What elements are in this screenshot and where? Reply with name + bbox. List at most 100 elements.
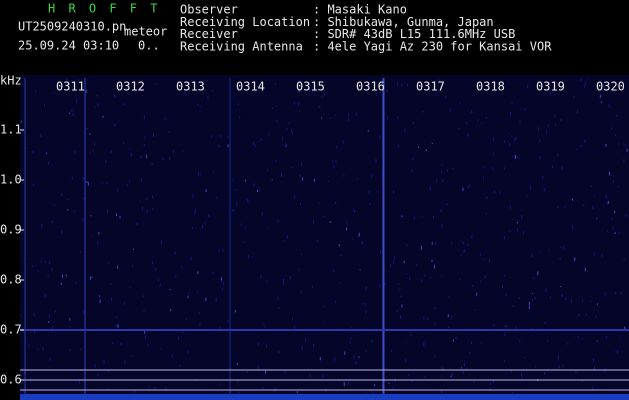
noise bbox=[580, 78, 582, 82]
noise bbox=[171, 293, 173, 296]
noise bbox=[67, 208, 69, 211]
noise bbox=[299, 110, 301, 112]
noise bbox=[481, 122, 483, 124]
noise bbox=[243, 241, 245, 244]
noise bbox=[143, 143, 145, 147]
noise bbox=[140, 178, 142, 183]
noise bbox=[611, 127, 613, 130]
noise bbox=[323, 93, 325, 96]
app-name: H R O F F T bbox=[48, 2, 160, 16]
noise bbox=[474, 309, 476, 311]
noise bbox=[85, 197, 87, 200]
field-label: Receiving Antenna bbox=[180, 39, 303, 53]
noise bbox=[611, 217, 613, 220]
noise bbox=[557, 206, 559, 208]
noise bbox=[265, 370, 267, 374]
noise bbox=[441, 375, 443, 377]
noise bbox=[594, 252, 596, 257]
noise bbox=[162, 157, 164, 160]
freq-tick-label: 0.7 bbox=[0, 323, 22, 337]
noise bbox=[208, 214, 210, 218]
noise bbox=[407, 83, 409, 87]
noise bbox=[105, 160, 107, 164]
noise bbox=[79, 250, 81, 253]
noise bbox=[387, 115, 389, 120]
noise bbox=[20, 120, 22, 123]
noise bbox=[301, 346, 303, 350]
noise bbox=[592, 386, 594, 391]
noise bbox=[78, 380, 80, 384]
noise bbox=[392, 190, 394, 194]
noise bbox=[131, 355, 133, 357]
noise bbox=[175, 275, 177, 278]
noise bbox=[399, 289, 401, 291]
noise bbox=[392, 386, 394, 391]
noise bbox=[422, 110, 424, 113]
noise bbox=[547, 124, 549, 128]
noise bbox=[577, 335, 579, 339]
noise bbox=[33, 330, 35, 334]
noise bbox=[510, 370, 512, 373]
noise bbox=[558, 364, 560, 369]
noise bbox=[129, 148, 131, 150]
noise bbox=[123, 301, 125, 305]
noise bbox=[592, 205, 594, 209]
noise bbox=[117, 188, 119, 192]
noise bbox=[204, 221, 206, 225]
noise bbox=[460, 367, 462, 369]
noise bbox=[309, 374, 311, 377]
noise bbox=[521, 372, 523, 377]
noise bbox=[355, 112, 357, 116]
noise bbox=[75, 282, 77, 285]
noise bbox=[292, 131, 294, 135]
noise bbox=[294, 325, 296, 330]
noise bbox=[212, 271, 214, 275]
noise bbox=[288, 122, 290, 125]
noise bbox=[283, 240, 285, 242]
noise bbox=[379, 78, 381, 81]
noise bbox=[227, 319, 229, 323]
noise bbox=[87, 182, 89, 186]
noise bbox=[286, 128, 288, 131]
noise bbox=[607, 201, 609, 204]
freq-tick-label: 0.6 bbox=[0, 373, 22, 387]
noise bbox=[400, 295, 402, 298]
noise bbox=[216, 196, 218, 200]
noise bbox=[319, 357, 321, 361]
noise bbox=[347, 113, 349, 117]
noise bbox=[164, 116, 166, 121]
noise bbox=[603, 86, 605, 90]
noise bbox=[618, 143, 620, 145]
noise bbox=[441, 169, 443, 174]
noise bbox=[260, 138, 262, 142]
noise bbox=[463, 250, 465, 254]
noise bbox=[336, 145, 338, 149]
noise bbox=[459, 278, 461, 281]
noise bbox=[144, 335, 146, 339]
noise bbox=[111, 297, 113, 302]
noise bbox=[379, 284, 381, 288]
noise bbox=[521, 214, 523, 219]
noise bbox=[469, 184, 471, 188]
noise bbox=[247, 254, 249, 259]
noise bbox=[215, 297, 217, 302]
noise bbox=[483, 166, 485, 168]
noise bbox=[86, 181, 88, 183]
noise bbox=[74, 210, 76, 212]
noise bbox=[431, 242, 433, 245]
noise bbox=[343, 174, 345, 177]
noise bbox=[253, 183, 255, 187]
noise bbox=[576, 148, 578, 151]
noise bbox=[284, 370, 286, 374]
noise bbox=[590, 185, 592, 187]
noise bbox=[222, 287, 224, 291]
noise bbox=[351, 327, 353, 329]
noise bbox=[313, 178, 315, 182]
noise bbox=[489, 259, 491, 263]
noise bbox=[134, 389, 136, 393]
noise bbox=[147, 343, 149, 348]
noise bbox=[313, 94, 315, 96]
noise bbox=[108, 262, 110, 264]
noise bbox=[515, 325, 517, 330]
noise bbox=[126, 184, 128, 187]
